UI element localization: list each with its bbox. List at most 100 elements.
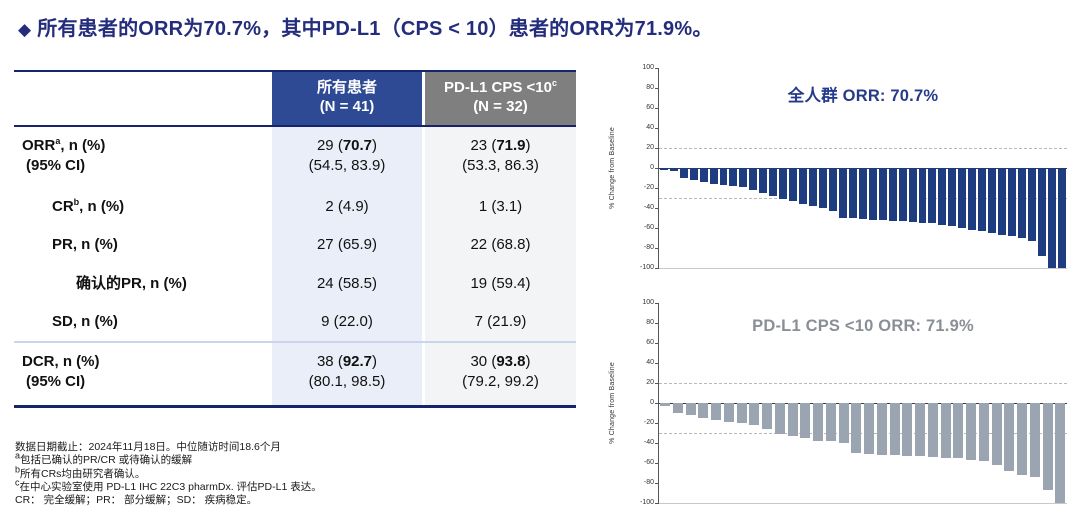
- waterfall-bar: [889, 403, 900, 455]
- reference-dashed-line: [659, 433, 1067, 434]
- y-axis-tick-label: 20: [646, 379, 654, 386]
- waterfall-bar: [1027, 168, 1036, 241]
- waterfall-bar: [739, 168, 748, 187]
- y-axis-tick-label: -20: [643, 419, 654, 426]
- waterfall-bar: [789, 168, 798, 201]
- waterfall-bar: [813, 403, 824, 441]
- y-axis-tick-label: 60: [646, 339, 654, 346]
- waterfall-bar: [838, 168, 847, 218]
- y-axis-tick-label: -40: [643, 204, 654, 211]
- y-axis-tick-label: 80: [646, 319, 654, 326]
- y-axis-tick-mark: [655, 423, 659, 424]
- table-cell: 38 (92.7) (80.1, 98.5): [272, 343, 422, 405]
- y-axis-tick-label: -60: [643, 224, 654, 231]
- waterfall-bar: [736, 403, 747, 423]
- waterfall-bar: [779, 168, 788, 199]
- reference-dashed-line: [659, 383, 1067, 384]
- y-axis-tick-label: 60: [646, 104, 654, 111]
- waterfall-bar: [848, 168, 857, 218]
- waterfall-bar: [749, 168, 758, 190]
- waterfall-bar: [819, 168, 827, 208]
- y-axis-tick-mark: [655, 208, 659, 209]
- waterfall-bar: [698, 403, 709, 418]
- waterfall-bar: [825, 403, 836, 441]
- waterfall-bar: [991, 403, 1002, 465]
- y-axis-tick-label: 0: [650, 164, 654, 171]
- waterfall-bar: [858, 168, 867, 219]
- waterfall-bar: [679, 168, 688, 178]
- y-axis-tick-mark: [655, 148, 659, 149]
- waterfall-bar: [723, 403, 734, 422]
- footnote-line: a包括已确认的PR/CR 或待确认的缓解: [15, 450, 193, 467]
- table-cell: 24 (58.5): [272, 264, 422, 303]
- slide-title-text: 所有患者的ORR为70.7%，其中PD-L1（CPS < 10）患者的ORR为7…: [37, 18, 713, 40]
- row-label: ORRa, n (%): [22, 135, 106, 154]
- table-header-pdl1: PD-L1 CPS <10c (N = 32): [422, 72, 576, 125]
- table-header-all-patients: 所有患者 (N = 41): [272, 72, 422, 125]
- y-axis-tick-label: 40: [646, 359, 654, 366]
- y-axis-label: % Change from Baseline: [609, 362, 616, 444]
- row-label: PR, n (%): [52, 236, 118, 254]
- waterfall-plot-area: % Change from Baseline 100 80 60 40 20 0 -20 -40…: [609, 299, 1067, 506]
- y-axis-tick-label: 80: [646, 84, 654, 91]
- waterfall-bar: [888, 168, 897, 221]
- footnote-line: 数据日期截止：2024年11月18日。中位随访时间18.6个月: [15, 441, 281, 453]
- table-header-empty: [14, 72, 272, 125]
- y-axis-tick-mark: [655, 268, 659, 269]
- row-label-line2: (95% CI): [26, 156, 86, 174]
- table-cell: 19 (59.4): [422, 264, 576, 303]
- waterfall-bar: [774, 403, 785, 434]
- waterfall-plot-area: % Change from Baseline 100 80 60 40 20 0 -20 -40…: [609, 64, 1067, 271]
- y-axis-tick-mark: [655, 303, 659, 304]
- table-cell: 29 (70.7) (54.5, 83.9): [272, 126, 422, 188]
- y-axis-tick-mark: [655, 128, 659, 129]
- y-axis-tick-mark: [655, 463, 659, 464]
- waterfall-bar: [672, 403, 683, 413]
- waterfall-bar: [699, 168, 708, 182]
- waterfall-bar: [948, 168, 957, 226]
- y-axis-tick-mark: [655, 483, 659, 484]
- y-axis-tick-mark: [655, 323, 659, 324]
- y-axis-tick-label: 20: [646, 144, 654, 151]
- table-body: ORRa, n (%) (95% CI) 29 (70.7) (54.5, 83.9)…: [14, 126, 576, 405]
- y-axis-tick-mark: [655, 188, 659, 189]
- y-axis-tick-mark: [655, 228, 659, 229]
- waterfall-bar: [918, 168, 927, 223]
- table-cell: 23 (71.9) (53.3, 86.3): [422, 126, 576, 188]
- y-axis-tick-mark: [655, 88, 659, 89]
- table-separator: [14, 341, 576, 343]
- table-row: DCR, n (%) (95% CI) 38 (92.7) (80.1, 98.5) 3…: [14, 343, 576, 405]
- table-header: 所有患者 (N = 41) PD-L1 CPS <10c (N = 32): [14, 72, 576, 127]
- waterfall-bar: [787, 403, 798, 436]
- waterfall-bar: [966, 403, 977, 460]
- diamond-bullet-icon: ◆: [18, 20, 32, 39]
- waterfall-bar: [828, 168, 837, 211]
- waterfall-bar: [851, 403, 862, 453]
- waterfall-bar: [915, 403, 926, 456]
- waterfall-bar: [709, 168, 718, 184]
- y-axis-tick-label: -80: [643, 479, 654, 486]
- waterfall-bar: [940, 403, 951, 458]
- waterfall-bar: [809, 168, 818, 206]
- footnote-line: CR： 完全缓解；PR： 部分缓解；SD： 疾病稳定。: [15, 494, 258, 507]
- table-cell: 27 (65.9): [272, 226, 422, 265]
- waterfall-bar: [719, 168, 728, 185]
- results-table: 所有患者 (N = 41) PD-L1 CPS <10c (N = 32) ORRa…: [14, 70, 576, 408]
- y-axis-label: % Change from Baseline: [609, 127, 616, 209]
- waterfall-bar: [908, 168, 917, 222]
- waterfall-bar: [864, 403, 875, 454]
- table-cell: 2 (4.9): [272, 188, 422, 227]
- waterfall-bar: [1057, 168, 1066, 268]
- waterfall-bar: [660, 403, 671, 406]
- y-axis-tick-mark: [655, 403, 659, 404]
- table-cell: 7 (21.9): [422, 302, 576, 341]
- waterfall-bar: [659, 168, 668, 170]
- row-label: 确认的PR, n (%): [76, 274, 187, 292]
- zero-baseline: [659, 403, 1067, 405]
- waterfall-bar: [927, 403, 938, 457]
- table-row: SD, n (%) 9 (22.0) 7 (21.9): [14, 302, 576, 341]
- waterfall-bar: [1055, 403, 1066, 503]
- waterfall-bar: [669, 168, 678, 171]
- waterfall-bar: [868, 168, 877, 220]
